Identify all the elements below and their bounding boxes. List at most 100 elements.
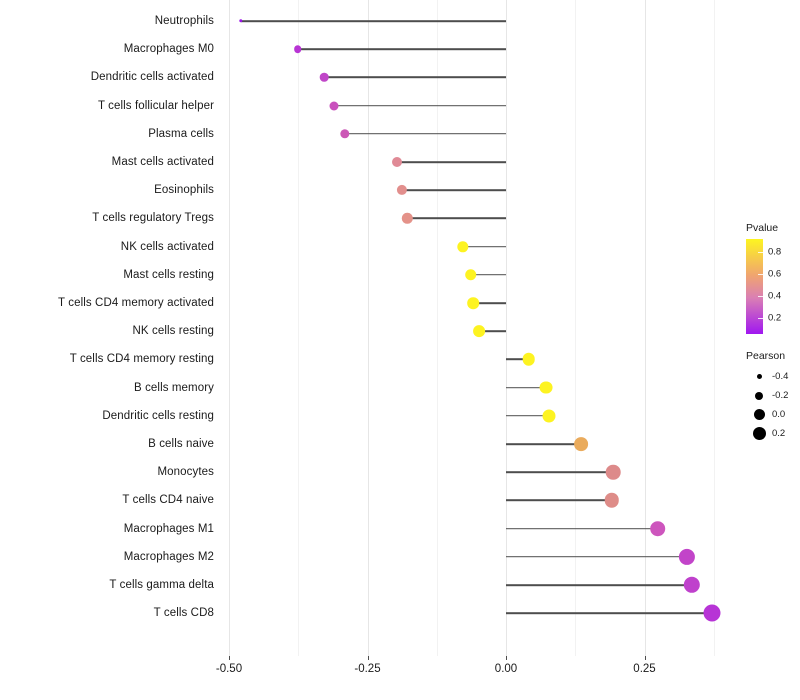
gridline-major	[644, 0, 646, 656]
lollipop-stem	[479, 330, 506, 332]
pvalue-legend-notch	[758, 295, 763, 297]
lollipop-stem	[506, 612, 713, 614]
x-axis: -0.50 -0.25 0.00 0.25	[216, 656, 732, 700]
pvalue-colorbar-ticks: 0.8 0.6 0.4 0.2	[763, 239, 795, 334]
gridline-minor	[575, 0, 577, 656]
pearson-legend-dot	[746, 427, 772, 440]
data-point[interactable]	[605, 464, 621, 480]
gridline-minor	[298, 0, 300, 656]
y-axis-label: T cells follicular helper	[97, 99, 214, 112]
y-axis-label: Dendritic cells resting	[102, 409, 214, 422]
y-axis-label: Plasma cells	[148, 127, 214, 140]
lollipop-stem	[401, 189, 506, 191]
lollipop-stem	[506, 358, 529, 361]
lollipop-stem	[407, 217, 506, 220]
pearson-legend-label: 0.2	[772, 428, 786, 439]
lollipop-stem	[506, 556, 688, 558]
data-point[interactable]	[703, 604, 721, 622]
pearson-size-legend: Pearson -0.4 -0.2 0.0 0.2	[746, 350, 788, 443]
pearson-legend-item: 0.2	[746, 424, 788, 443]
pearson-legend-item: -0.2	[746, 386, 788, 405]
y-axis-label: B cells naive	[148, 438, 214, 450]
y-axis-label: Macrophages M0	[123, 43, 214, 56]
y-axis-label: Monocytes	[157, 466, 214, 479]
data-point[interactable]	[329, 101, 339, 111]
y-axis-label: Mast cells resting	[123, 268, 214, 281]
x-axis-tick	[644, 656, 646, 660]
pearson-legend-dot	[746, 374, 772, 379]
data-point[interactable]	[402, 213, 413, 224]
data-point[interactable]	[319, 73, 329, 82]
data-point[interactable]	[604, 493, 620, 508]
lollipop-stem	[396, 161, 506, 163]
y-axis-label: T cells CD4 memory resting	[69, 353, 214, 366]
lollipop-stem	[470, 274, 506, 276]
pearson-legend-title: Pearson	[746, 350, 786, 362]
data-point[interactable]	[464, 269, 477, 281]
lollipop-stem	[324, 76, 506, 79]
lollipop-stem	[473, 302, 506, 304]
data-point[interactable]	[293, 45, 302, 53]
lollipop-stem	[240, 20, 506, 22]
pearson-size-legend-items: -0.4 -0.2 0.0 0.2	[746, 367, 788, 443]
pearson-legend-dot	[746, 391, 772, 400]
data-point[interactable]	[396, 185, 407, 196]
pvalue-legend-tick-label: 0.6	[768, 268, 782, 280]
pearson-legend-label: -0.4	[772, 371, 789, 382]
y-axis-label: T cells gamma delta	[109, 579, 214, 591]
plot-panel	[222, 0, 732, 656]
pearson-legend-item: -0.4	[746, 367, 788, 386]
pvalue-legend-notch	[758, 273, 763, 275]
y-axis-label: Mast cells activated	[111, 156, 214, 168]
x-axis-tick	[506, 656, 507, 660]
data-point[interactable]	[649, 520, 666, 537]
x-axis-tick-label: -0.25	[354, 663, 381, 675]
pvalue-colorbar	[746, 239, 763, 334]
y-axis-label: NK cells resting	[132, 325, 214, 338]
data-point[interactable]	[473, 325, 486, 338]
lollipop-stem	[506, 471, 613, 473]
pvalue-legend-notch	[758, 252, 763, 254]
y-axis-labels: Neutrophils Macrophages M0 Dendritic cells…	[0, 0, 222, 700]
y-axis-label: Eosinophils	[154, 184, 214, 197]
y-axis-label: T cells regulatory Tregs	[92, 212, 214, 225]
pvalue-legend-tick-label: 0.8	[768, 246, 782, 258]
data-point[interactable]	[539, 381, 553, 395]
pearson-legend-label: -0.2	[772, 390, 789, 401]
y-axis-label: B cells memory	[134, 381, 214, 394]
lollipop-stem	[506, 443, 581, 445]
gridline-minor	[713, 0, 715, 656]
pvalue-legend-notch	[758, 317, 763, 319]
lollipop-stem	[334, 104, 506, 107]
y-axis-label: Dendritic cells activated	[90, 71, 214, 84]
lollipop-stem	[506, 499, 612, 502]
x-axis-tick	[367, 656, 369, 660]
lollipop-stem	[506, 415, 550, 417]
x-axis-tick-label: 0.00	[494, 663, 518, 675]
data-point[interactable]	[679, 548, 696, 565]
lollipop-stem	[344, 133, 506, 135]
data-point[interactable]	[457, 240, 469, 253]
gridline-major	[506, 0, 507, 656]
pearson-legend-dot	[746, 409, 772, 420]
data-point[interactable]	[391, 157, 402, 167]
data-point[interactable]	[467, 297, 480, 309]
gridline-major	[367, 0, 369, 656]
x-axis-tick-label: -0.50	[215, 663, 243, 675]
data-point[interactable]	[238, 19, 243, 23]
data-point[interactable]	[683, 576, 700, 594]
data-point[interactable]	[340, 129, 350, 139]
y-axis-label: T cells CD8	[153, 607, 214, 620]
y-axis-label: NK cells activated	[120, 240, 214, 253]
data-point[interactable]	[573, 437, 588, 451]
data-point[interactable]	[542, 409, 556, 423]
lollipop-stem	[506, 584, 692, 586]
data-point[interactable]	[522, 353, 535, 366]
x-axis-tick	[229, 656, 230, 660]
y-axis-label: Macrophages M2	[123, 550, 214, 563]
lollipop-stem	[297, 48, 506, 50]
pvalue-color-legend: Pvalue 0.8 0.6 0.4 0.2	[746, 222, 795, 334]
lollipop-stem	[462, 245, 506, 248]
lollipop-stem	[506, 386, 546, 389]
y-axis-label: Neutrophils	[154, 15, 214, 27]
